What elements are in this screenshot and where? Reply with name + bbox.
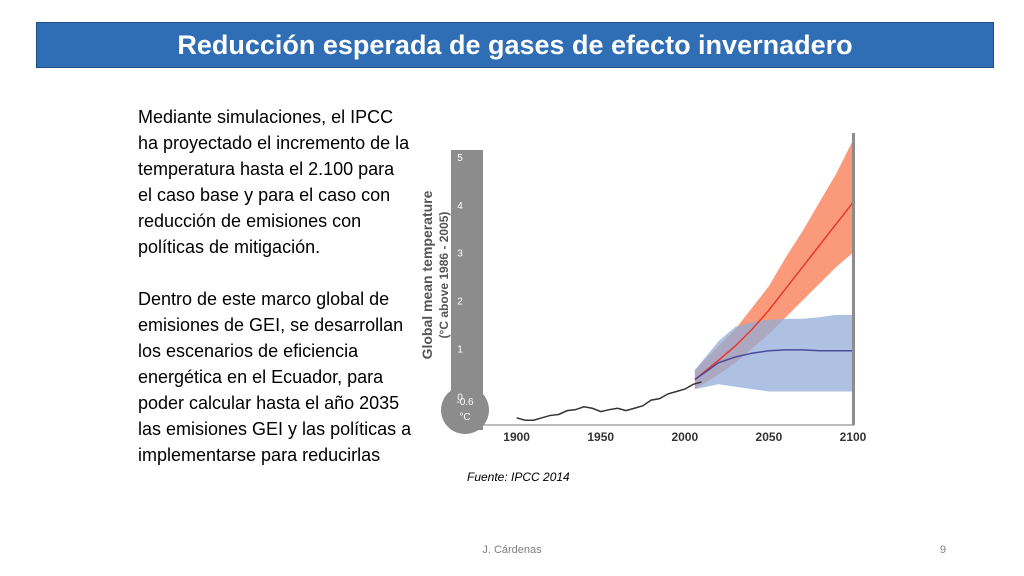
x-tick-label: 2050 (756, 430, 783, 444)
thermometer-bulb-value: -0.6 (456, 397, 474, 408)
y-tick-label: 0 (457, 392, 463, 403)
paragraph-2: Dentro de este marco global de emisiones… (138, 289, 412, 465)
thermometer-bulb (441, 386, 489, 434)
source-caption: Fuente: IPCC 2014 (467, 470, 570, 484)
high-emissions-line (694, 201, 854, 381)
thermometer-tube (451, 150, 483, 430)
y-tick-label: 1 (457, 344, 463, 355)
plot-right-border (852, 133, 855, 425)
mitigation-line (694, 349, 853, 381)
y-axis-label: Global mean temperature (419, 190, 435, 359)
mitigation-band (694, 314, 853, 392)
y-axis-unit-label: (°C above 1986 - 2005) (437, 212, 451, 339)
x-tick-label: 1950 (587, 430, 614, 444)
temperature-chart: -0.6 °C Global mean temperature (°C abov… (419, 133, 867, 444)
x-tick-label: 2000 (671, 430, 698, 444)
x-tick-label: 2100 (840, 430, 867, 444)
page-number: 9 (939, 544, 946, 556)
footer-author: J. Cárdenas (482, 544, 542, 556)
paragraph-1: Mediante simulaciones, el IPCC ha proyec… (138, 107, 410, 257)
y-tick-label: 5 (457, 153, 463, 164)
body-text: Mediante simulaciones, el IPCC ha proyec… (138, 104, 413, 494)
historical-line (516, 381, 702, 421)
y-tick-label: 3 (457, 249, 463, 260)
y-tick-label: 4 (457, 201, 463, 212)
slide-title: Reducción esperada de gases de efecto in… (36, 22, 994, 68)
thermometer-bulb-unit: °C (459, 412, 470, 423)
y-tick-label: 2 (457, 297, 463, 308)
x-tick-label: 1900 (503, 430, 530, 444)
